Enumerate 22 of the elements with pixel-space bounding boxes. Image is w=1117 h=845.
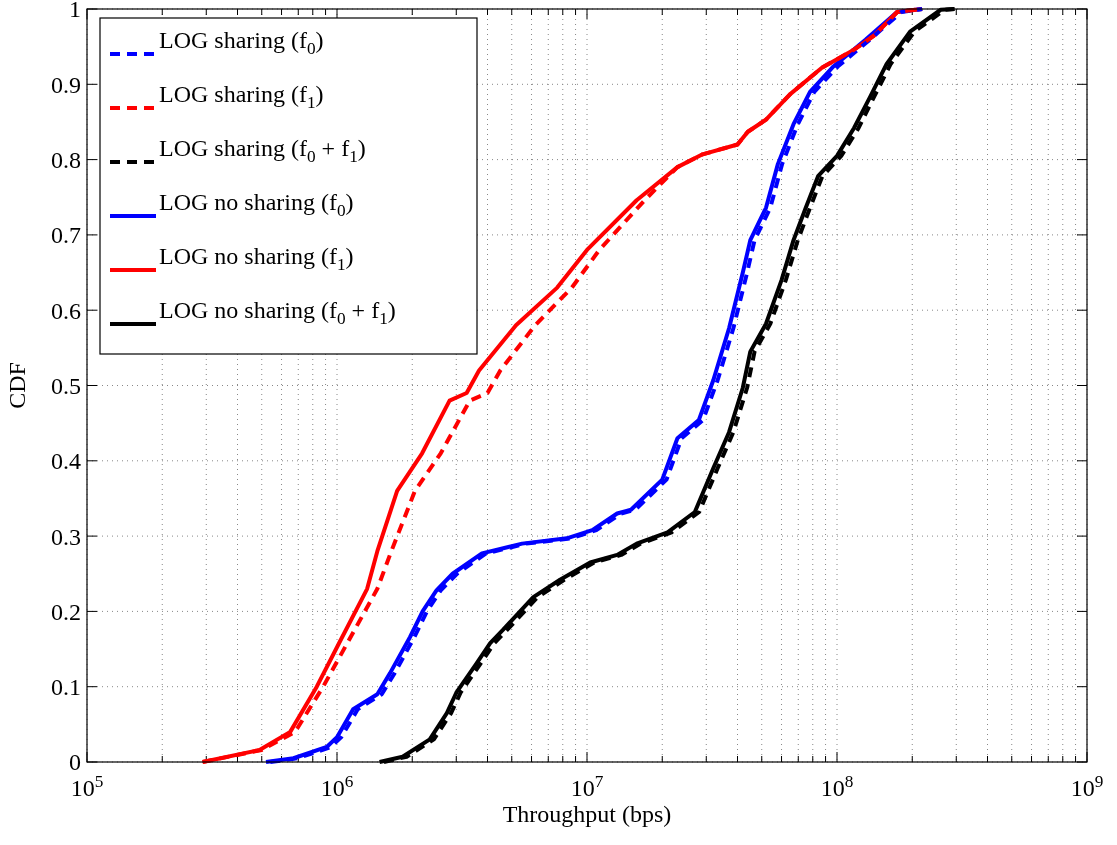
y-tick-label: 1 xyxy=(69,0,81,23)
legend-label: LOG no sharing (f$_{0}$) xyxy=(159,189,354,220)
y-tick-label: 0.6 xyxy=(51,297,81,324)
legend-label: LOG sharing (f$_{0}$ + f$_{1}$) xyxy=(159,135,366,166)
legend-label: LOG sharing (f$_{0}$) xyxy=(159,27,324,58)
y-tick-label: 0.4 xyxy=(51,448,81,475)
x-tick-label: 10$^{6}$ xyxy=(320,771,354,801)
legend-label: LOG sharing (f$_{1}$) xyxy=(159,81,324,112)
y-tick-label: 0.1 xyxy=(51,674,81,701)
y-tick-label: 0.9 xyxy=(51,71,81,98)
x-tick-label: 10$^{7}$ xyxy=(570,771,604,801)
legend-label: LOG no sharing (f$_{0}$ + f$_{1}$) xyxy=(159,297,396,328)
x-axis-title: Throughput (bps) xyxy=(502,801,672,827)
y-tick-label: 0.8 xyxy=(51,147,81,173)
x-tick-label: 10$^{8}$ xyxy=(820,771,854,801)
x-tick-label: 10$^{9}$ xyxy=(1070,771,1104,801)
y-axis-title: CDF xyxy=(4,362,30,409)
y-tick-label: 0.3 xyxy=(51,523,81,550)
y-tick-label: 0.7 xyxy=(51,222,81,249)
legend-label: LOG no sharing (f$_{1}$) xyxy=(159,243,354,274)
y-tick-label: 0.2 xyxy=(51,598,81,625)
y-tick-label: 0.5 xyxy=(51,372,81,399)
